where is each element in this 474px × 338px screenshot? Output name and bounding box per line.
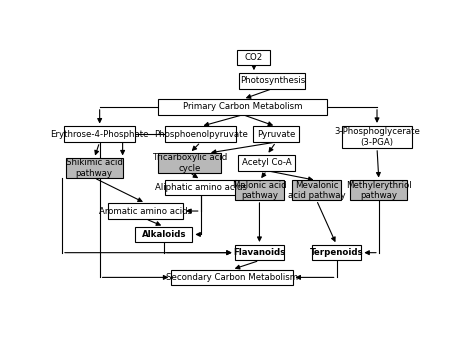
Text: Alkaloids: Alkaloids [142,230,186,239]
Text: Acetyl Co-A: Acetyl Co-A [242,159,292,167]
Text: Pyruvate: Pyruvate [257,130,295,139]
Text: Secondary Carbon Metabolism: Secondary Carbon Metabolism [166,273,298,282]
Text: Erythrose-4-Phosphate: Erythrose-4-Phosphate [50,130,149,139]
FancyBboxPatch shape [165,126,237,142]
Text: Malonic acid
pathway: Malonic acid pathway [233,180,286,200]
Text: Tricarboxylic acid
cycle: Tricarboxylic acid cycle [153,153,227,173]
Text: Mevalonic
acid pathway: Mevalonic acid pathway [288,180,345,200]
FancyBboxPatch shape [158,99,328,115]
FancyBboxPatch shape [238,155,295,171]
Text: Aromatic amino acids: Aromatic amino acids [99,207,192,216]
FancyBboxPatch shape [235,180,284,200]
Text: 3-Phosphoglycerate
(3-PGA): 3-Phosphoglycerate (3-PGA) [334,127,420,147]
FancyBboxPatch shape [165,180,237,195]
Text: Phosphoenolpyruvate: Phosphoenolpyruvate [154,130,247,139]
FancyBboxPatch shape [64,126,136,142]
Text: Methylerythriol
pathway: Methylerythriol pathway [346,180,411,200]
Text: Primary Carbon Metabolism: Primary Carbon Metabolism [183,102,303,112]
Text: CO2: CO2 [245,53,263,62]
Text: Flavanoids: Flavanoids [233,248,285,257]
FancyBboxPatch shape [66,158,123,178]
FancyBboxPatch shape [237,50,271,65]
FancyBboxPatch shape [171,270,292,285]
FancyBboxPatch shape [253,126,299,142]
Text: Terpenoids: Terpenoids [310,248,364,257]
FancyBboxPatch shape [108,203,183,219]
Text: Aliphatic amino acids: Aliphatic amino acids [155,183,246,192]
FancyBboxPatch shape [292,180,341,200]
FancyBboxPatch shape [235,245,284,261]
Text: Shikimic acid
pathway: Shikimic acid pathway [66,159,123,178]
FancyBboxPatch shape [158,153,221,173]
FancyBboxPatch shape [312,245,361,261]
FancyBboxPatch shape [136,227,192,242]
FancyBboxPatch shape [342,126,412,148]
FancyBboxPatch shape [239,73,305,89]
Text: Photosynthesis: Photosynthesis [240,76,305,86]
FancyBboxPatch shape [350,180,407,200]
